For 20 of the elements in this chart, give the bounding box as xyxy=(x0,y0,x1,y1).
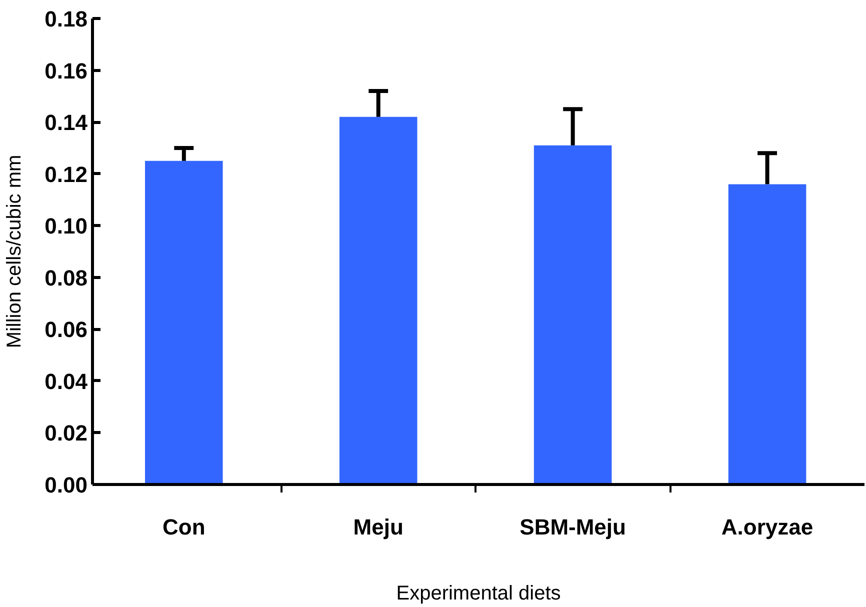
y-tick-label: 0.12 xyxy=(44,162,88,187)
bar xyxy=(339,116,418,484)
y-tick-label: 0.14 xyxy=(44,110,88,136)
x-tick-label: Meju xyxy=(353,514,404,540)
y-tick-label: 0.00 xyxy=(44,472,88,498)
y-axis-title: Million cells/cubic mm xyxy=(4,154,26,348)
y-tick-label: 0.10 xyxy=(44,214,88,239)
bar xyxy=(145,160,223,484)
y-tick-label: 0.18 xyxy=(44,6,88,32)
y-tick-label: 0.02 xyxy=(44,420,88,446)
y-tick-label: 0.16 xyxy=(44,58,88,84)
bar xyxy=(728,184,806,484)
y-tick-label: 0.08 xyxy=(44,265,88,290)
x-tick-label: Con xyxy=(162,514,206,540)
y-tick-label: 0.06 xyxy=(44,317,88,342)
x-tick-label: SBM-Meju xyxy=(520,514,626,540)
y-tick-label: 0.04 xyxy=(44,368,88,394)
bar xyxy=(534,145,612,484)
x-axis-title: Experimental diets xyxy=(396,582,561,604)
x-tick-label: A.oryzae xyxy=(721,514,814,540)
